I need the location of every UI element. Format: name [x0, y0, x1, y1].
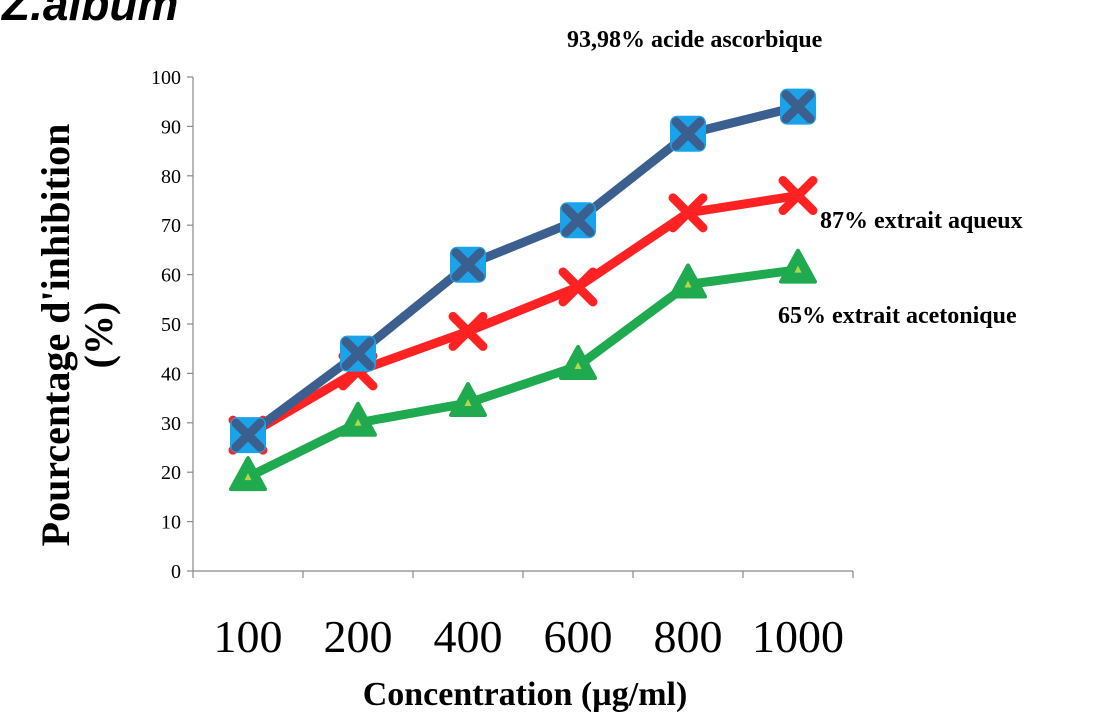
y-axis-label: Pourcentage d'inhibition: [33, 124, 78, 547]
data-point-aqueux: [778, 176, 818, 216]
data-point-inner-acetonique: [244, 473, 252, 481]
data-point-cross-ascorbique: [671, 117, 705, 151]
series-aqueux: [228, 176, 818, 455]
data-point-inner-acetonique: [464, 399, 472, 407]
y-tick-label: 10: [161, 512, 181, 534]
data-point-inner-acetonique: [354, 418, 362, 426]
y-tick-label: 80: [161, 166, 181, 188]
series-line-aqueux: [243, 191, 803, 440]
x-axis-label: Concentration (µg/ml): [363, 676, 688, 713]
data-point-inner-acetonique: [574, 361, 582, 369]
y-axis-unit: (%): [76, 302, 121, 369]
data-point-aqueux: [558, 267, 598, 307]
data-point-aqueux: [448, 311, 488, 351]
annotation-acetonique: 65% extrait acetonique: [778, 303, 1017, 329]
y-tick-label: 40: [161, 363, 181, 385]
y-tick-label: 90: [161, 116, 181, 138]
y-tick-label: 0: [171, 561, 181, 583]
y-tick-label: 100: [151, 67, 181, 89]
data-point-inner-acetonique: [684, 280, 692, 288]
x-tick-label: 800: [654, 611, 723, 662]
y-tick-label: 60: [161, 265, 181, 287]
series-layer: [228, 88, 818, 492]
y-tick-label: 70: [161, 215, 181, 237]
annotation-aqueux: 87% extrait aqueux: [820, 208, 1023, 234]
data-point-cross-ascorbique: [781, 90, 815, 124]
series-line-ascorbique: [243, 102, 803, 440]
chart-title: Z.album: [0, 0, 178, 30]
x-tick-label: 400: [434, 611, 503, 662]
y-tick-label: 20: [161, 462, 181, 484]
data-point-cross-ascorbique: [451, 248, 485, 282]
x-tick-label: 100: [214, 611, 283, 662]
y-tick-label: 30: [161, 413, 181, 435]
series-line-acetonique: [243, 265, 803, 482]
data-point-cross-ascorbique: [231, 418, 265, 452]
axes: 0 10 20 30 40 50 60 70 80 90 100 100 200 400 600 800 100…: [151, 67, 854, 662]
x-tick-label: 200: [324, 611, 393, 662]
series-acetonique: [229, 248, 817, 492]
x-tick-label: 1000: [752, 611, 844, 662]
annotation-ascorbique: 93,98% acide ascorbique: [567, 27, 823, 53]
data-point-aqueux: [668, 193, 708, 233]
y-axis-unit-group: (%): [76, 302, 121, 369]
series-ascorbique: [230, 88, 816, 454]
y-tick-label: 50: [161, 314, 181, 336]
data-point-cross-ascorbique: [341, 337, 375, 371]
data-point-cross-ascorbique: [561, 203, 595, 237]
y-axis-label-group: Pourcentage d'inhibition: [33, 124, 78, 547]
data-point-inner-acetonique: [794, 265, 802, 273]
x-tick-label: 600: [544, 611, 613, 662]
